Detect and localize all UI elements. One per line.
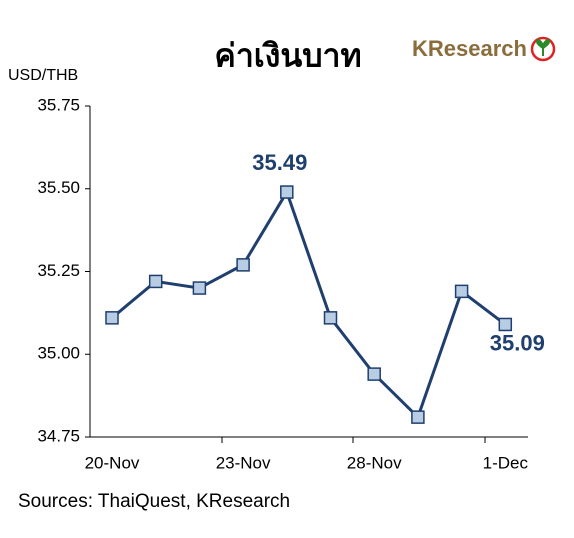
y-tick-label: 35.50	[37, 178, 80, 197]
series-line	[111, 188, 507, 420]
y-axis-label: USD/THB	[8, 67, 78, 84]
data-point	[280, 185, 294, 199]
data-point	[192, 281, 207, 295]
data-label: 35.49	[252, 150, 307, 175]
logo-text: KResearch	[412, 36, 527, 61]
data-point	[323, 311, 338, 325]
x-tick-label: 28-Nov	[347, 453, 402, 472]
data-point	[411, 410, 425, 424]
data-point	[498, 317, 513, 332]
x-tick-label: 23-Nov	[216, 453, 271, 472]
data-point	[236, 258, 250, 272]
data-point	[148, 274, 163, 289]
chart-title: ค่าเงินบาท	[214, 37, 361, 73]
source-note: Sources: ThaiQuest, KResearch	[18, 491, 290, 512]
data-label: 35.09	[490, 330, 545, 355]
y-tick-label: 35.75	[37, 95, 80, 114]
data-point	[454, 284, 469, 299]
logo-icon	[530, 36, 556, 62]
y-tick-label: 35.00	[37, 344, 80, 363]
y-tick-label: 35.25	[37, 261, 80, 280]
data-point	[367, 367, 381, 381]
y-tick-label: 34.75	[37, 426, 80, 445]
x-tick-label: 1-Dec	[483, 453, 529, 472]
x-tick-label: 20-Nov	[85, 453, 140, 472]
data-point	[105, 311, 119, 325]
